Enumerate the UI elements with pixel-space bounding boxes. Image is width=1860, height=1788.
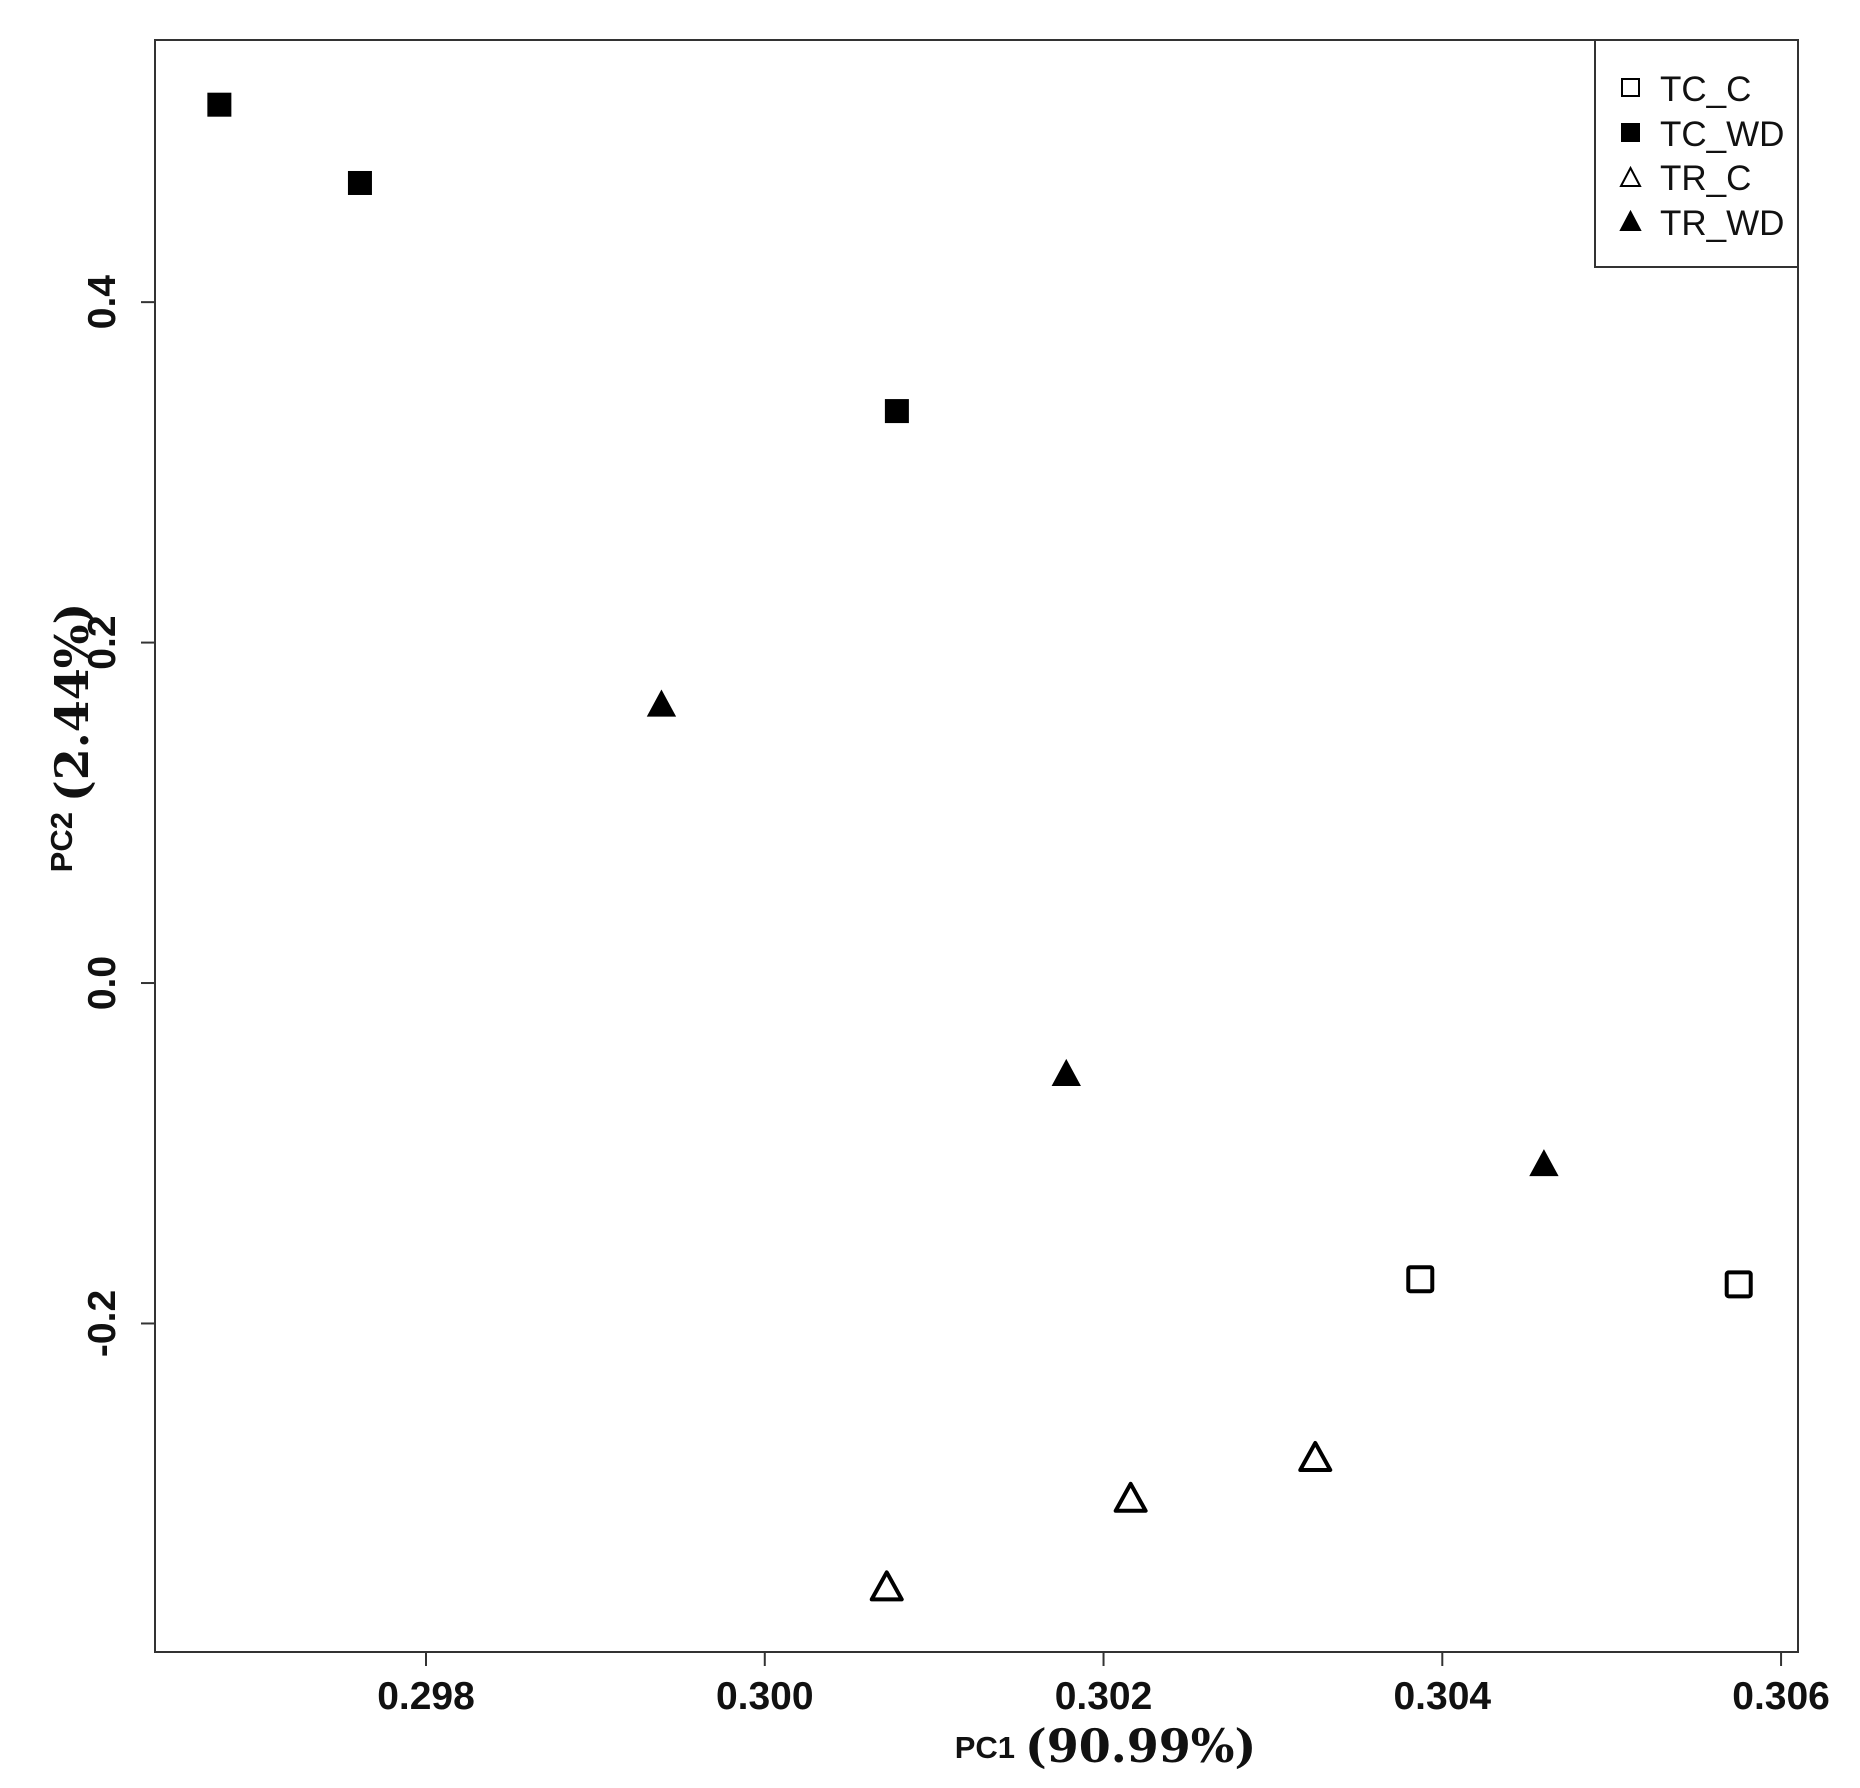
point-tr-c (1298, 1440, 1333, 1472)
point-tc-c (1406, 1265, 1435, 1294)
point-tr-c (1113, 1481, 1148, 1513)
y-tick-label: 0.4 (81, 275, 124, 330)
y-axis: -0.2 0.0 0.2 0.4 (81, 275, 155, 1357)
legend-label-tr-wd: TR_WD (1660, 204, 1784, 243)
point-tr-c (869, 1570, 904, 1602)
point-tc-c (1724, 1270, 1753, 1299)
x-tick-label: 0.306 (1732, 1675, 1830, 1718)
legend-marker-tr-wd (1619, 209, 1642, 231)
y-axis-label: PC2 (44, 812, 79, 872)
x-axis: 0.298 0.300 0.302 0.304 0.306 (377, 1652, 1830, 1718)
y-tick-label: 0.0 (81, 956, 124, 1010)
x-axis-label: PC1 (955, 1730, 1015, 1765)
point-tc-wd (207, 92, 232, 117)
x-tick-label: 0.298 (377, 1675, 475, 1718)
legend-marker-tr-c (1619, 165, 1642, 187)
point-tr-wd (1051, 1058, 1081, 1086)
y-tick-label: 0.2 (81, 615, 124, 669)
y-tick-label: -0.2 (81, 1290, 124, 1357)
point-tc-wd (884, 399, 909, 424)
x-tick-label: 0.300 (716, 1675, 814, 1718)
x-tick-label: 0.304 (1393, 1675, 1491, 1718)
legend: TC_C TC_WD TR_C TR_WD (1594, 39, 1799, 268)
legend-label-tc-wd: TC_WD (1660, 115, 1784, 154)
data-points (207, 92, 1753, 1602)
plot-frame (154, 39, 1799, 1653)
x-tick-label: 0.302 (1055, 1675, 1153, 1718)
point-tc-wd (347, 170, 372, 195)
legend-marker-tc-c (1621, 78, 1640, 97)
legend-label-tc-c: TC_C (1660, 70, 1751, 109)
point-tr-wd (646, 689, 677, 717)
legend-marker-tc-wd (1621, 123, 1640, 142)
y-axis-label-percent: (2.44%) (45, 603, 99, 802)
point-tr-wd (1529, 1149, 1559, 1177)
x-axis-label-percent: (90.99%) (1025, 1719, 1256, 1773)
legend-label-tr-c: TR_C (1660, 159, 1751, 198)
